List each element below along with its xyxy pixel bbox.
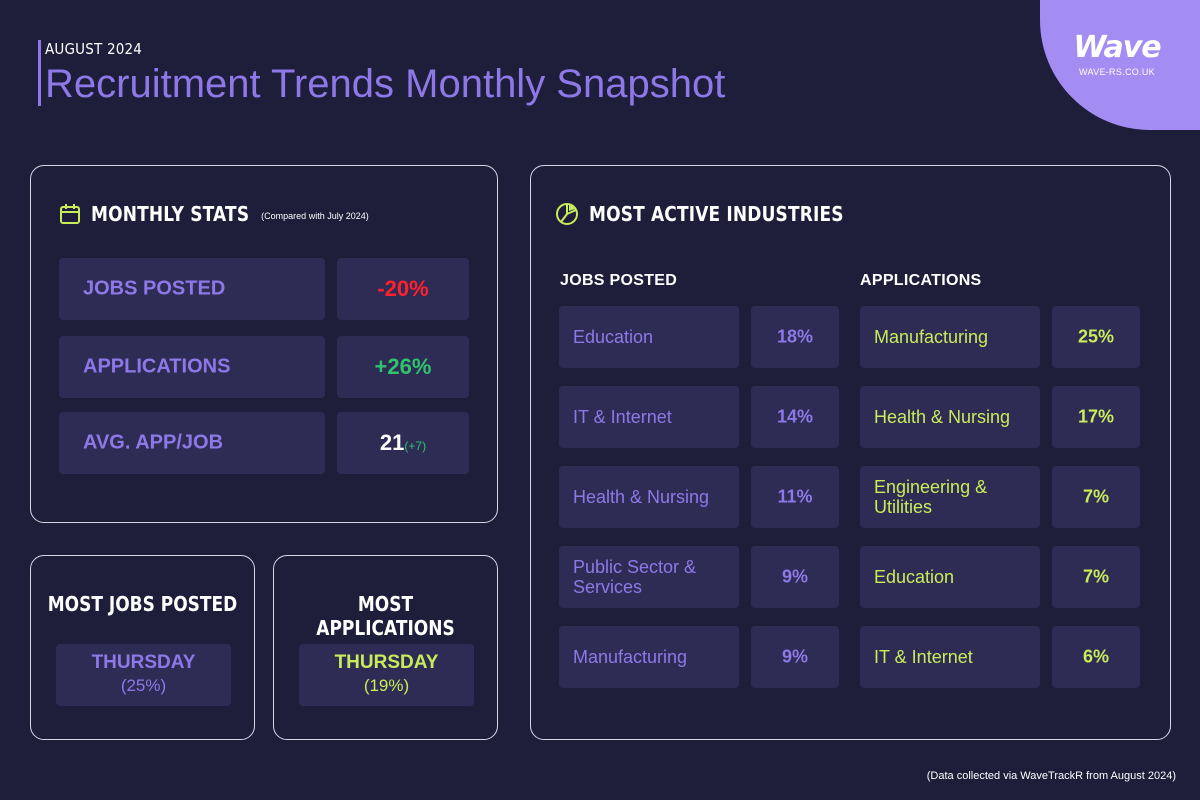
industry-label-cell: Health & Nursing	[559, 466, 739, 528]
industry-label-cell: Manufacturing	[860, 306, 1040, 368]
industry-label: Health & Nursing	[874, 407, 1011, 427]
most-jobs-posted-pct: (25%)	[120, 676, 167, 695]
page-title: Recruitment Trends Monthly Snapshot	[45, 62, 726, 106]
industry-label: Public Sector & Services	[573, 557, 697, 597]
stat-value: 21(+7)	[337, 430, 469, 456]
most-applications-title: MOST APPLICATIONS	[316, 592, 455, 640]
industry-value: 18%	[776, 326, 814, 347]
industry-value-cell: 18%	[751, 306, 839, 368]
industry-value: 11%	[777, 486, 813, 507]
stat-label-cell: AVG. APP/JOB	[59, 412, 325, 474]
industry-label-cell: Engineering & Utilities	[860, 466, 1040, 528]
industry-value-cell: 17%	[1052, 386, 1140, 448]
stat-value-cell: +26%	[337, 336, 469, 398]
industry-label-cell: Manufacturing	[559, 626, 739, 688]
industry-value-cell: 9%	[751, 546, 839, 608]
logo: Wave WAVE-RS.CO.UK	[1052, 30, 1182, 77]
stat-label-cell: APPLICATIONS	[59, 336, 325, 398]
industry-value: 17%	[1077, 406, 1115, 427]
industry-label: Manufacturing	[573, 647, 688, 667]
industry-label-cell: Education	[860, 546, 1040, 608]
industry-label-cell: Education	[559, 306, 739, 368]
stat-label: JOBS POSTED	[83, 277, 226, 300]
industry-value: 9%	[781, 646, 808, 667]
industry-label: Education	[573, 327, 654, 347]
stat-value-cell: -20%	[337, 258, 469, 320]
industry-label-cell: Public Sector & Services	[559, 546, 739, 608]
stat-label: APPLICATIONS	[83, 355, 231, 378]
industry-value-cell: 6%	[1052, 626, 1140, 688]
stat-label: AVG. APP/JOB	[83, 431, 224, 454]
logo-wordmark: Wave	[1073, 30, 1161, 65]
pie-chart-icon	[556, 203, 578, 225]
logo-url: WAVE-RS.CO.UK	[1079, 67, 1155, 77]
header-date: AUGUST 2024	[45, 40, 143, 58]
stat-value-number: 21	[379, 430, 405, 455]
stat-value: +26%	[374, 354, 432, 379]
calendar-icon	[60, 204, 80, 224]
stat-value-cell: 21(+7)	[337, 412, 469, 474]
most-applications-cell: THURSDAY (19%)	[299, 644, 474, 706]
industry-label-cell: IT & Internet	[559, 386, 739, 448]
industry-value: 14%	[776, 406, 814, 427]
industry-value-cell: 7%	[1052, 466, 1140, 528]
stat-value-delta: (+7)	[404, 439, 427, 453]
monthly-stats-subtitle: (Compared with July 2024)	[261, 211, 369, 221]
industry-label: Engineering & Utilities	[874, 477, 988, 517]
jobs-posted-column-header: JOBS POSTED	[560, 272, 678, 289]
industry-value-cell: 14%	[751, 386, 839, 448]
industry-value: 7%	[1082, 566, 1109, 587]
industry-value-cell: 25%	[1052, 306, 1140, 368]
applications-column-header: APPLICATIONS	[860, 272, 982, 289]
most-jobs-posted-day: THURSDAY	[91, 652, 196, 673]
footnote: (Data collected via WaveTrackR from Augu…	[926, 770, 1176, 782]
most-active-industries-panel: MOST ACTIVE INDUSTRIES JOBS POSTED APPLI…	[530, 165, 1171, 740]
most-jobs-posted-title: MOST JOBS POSTED	[47, 592, 238, 616]
stat-value: -20%	[377, 276, 429, 301]
industry-label: IT & Internet	[573, 407, 672, 427]
monthly-stats-header: MONTHLY STATS (Compared with July 2024)	[59, 202, 369, 226]
industry-value: 7%	[1082, 486, 1109, 507]
industry-label-cell: Health & Nursing	[860, 386, 1040, 448]
industry-label: Education	[874, 567, 955, 587]
monthly-stats-panel: MONTHLY STATS (Compared with July 2024) …	[30, 165, 498, 523]
industry-value-cell: 9%	[751, 626, 839, 688]
industry-value: 25%	[1077, 326, 1115, 347]
industries-title: MOST ACTIVE INDUSTRIES	[589, 202, 844, 226]
stat-label-cell: JOBS POSTED	[59, 258, 325, 320]
industries-header: MOST ACTIVE INDUSTRIES	[555, 202, 889, 226]
industry-value-cell: 11%	[751, 466, 839, 528]
industry-label-cell: IT & Internet	[860, 626, 1040, 688]
industry-value: 6%	[1082, 646, 1109, 667]
most-applications-day: THURSDAY	[334, 652, 439, 673]
industry-label: Manufacturing	[874, 327, 989, 347]
most-jobs-posted-panel: MOST JOBS POSTED THURSDAY (25%)	[30, 555, 255, 740]
most-applications-panel: MOST APPLICATIONS THURSDAY (19%)	[273, 555, 498, 740]
industry-label: Health & Nursing	[573, 487, 710, 507]
most-jobs-posted-cell: THURSDAY (25%)	[56, 644, 231, 706]
industry-value-cell: 7%	[1052, 546, 1140, 608]
header: AUGUST 2024 Recruitment Trends Monthly S…	[38, 40, 725, 106]
most-applications-pct: (19%)	[363, 676, 410, 695]
industry-value: 9%	[781, 566, 808, 587]
monthly-stats-title: MONTHLY STATS	[91, 202, 250, 226]
industry-label: IT & Internet	[874, 647, 973, 667]
